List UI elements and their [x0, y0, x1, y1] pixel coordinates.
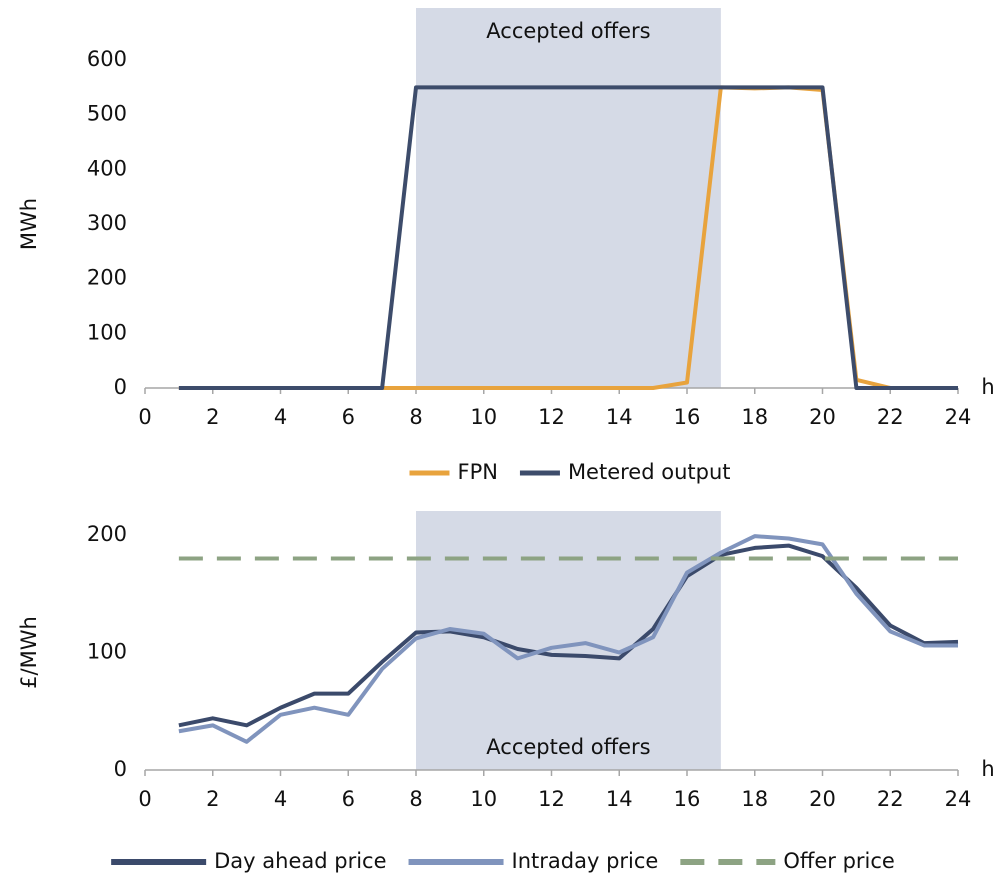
shade-region: [416, 511, 721, 770]
data-line: [178, 543, 959, 728]
x-tick-label: 4: [274, 787, 287, 811]
data-line: [178, 85, 958, 390]
y-axis-label: MWh: [17, 198, 41, 250]
x-axis-label: h: [981, 757, 994, 781]
x-tick-label: 6: [342, 787, 355, 811]
x-tick-label: 10: [470, 787, 497, 811]
legend-label: Metered output: [568, 460, 731, 484]
x-tick-label: 2: [206, 787, 219, 811]
x-tick-label: 16: [674, 405, 701, 429]
shade-region: [416, 8, 721, 388]
x-tick-label: 16: [674, 787, 701, 811]
x-axis-label: h: [981, 375, 994, 399]
x-tick-label: 24: [945, 787, 972, 811]
x-tick-label: 4: [274, 405, 287, 429]
x-tick-label: 20: [809, 787, 836, 811]
y-tick-label: 200: [87, 266, 127, 290]
x-tick-label: 22: [877, 405, 904, 429]
x-tick-label: 14: [606, 787, 633, 811]
y-tick-label: 0: [114, 757, 127, 781]
x-tick-label: 8: [409, 787, 422, 811]
y-tick-label: 400: [87, 156, 127, 180]
x-tick-label: 14: [606, 405, 633, 429]
y-axis-label: £/MWh: [17, 616, 41, 689]
x-tick-label: 6: [342, 405, 355, 429]
legend-label: Offer price: [783, 849, 895, 873]
y-tick-label: 500: [87, 102, 127, 126]
legend-label: FPN: [457, 460, 497, 484]
y-tick-label: 200: [87, 522, 127, 546]
legend-label: Day ahead price: [214, 849, 386, 873]
y-tick-label: 600: [87, 47, 127, 71]
x-tick-label: 12: [538, 405, 565, 429]
shade-label: Accepted offers: [486, 735, 650, 759]
y-tick-label: 100: [87, 640, 127, 664]
x-tick-label: 2: [206, 405, 219, 429]
y-tick-label: 0: [114, 375, 127, 399]
y-tick-label: 100: [87, 320, 127, 344]
x-tick-label: 22: [877, 787, 904, 811]
x-tick-label: 24: [945, 405, 972, 429]
shade-label: Accepted offers: [486, 19, 650, 43]
x-tick-label: 0: [138, 787, 151, 811]
x-tick-label: 18: [741, 787, 768, 811]
x-tick-label: 0: [138, 405, 151, 429]
data-line: [178, 534, 958, 744]
x-tick-label: 8: [409, 405, 422, 429]
y-tick-label: 300: [87, 211, 127, 235]
x-tick-label: 12: [538, 787, 565, 811]
legend-label: Intraday price: [512, 849, 659, 873]
x-tick-label: 10: [470, 405, 497, 429]
x-tick-label: 20: [809, 405, 836, 429]
x-tick-label: 18: [741, 405, 768, 429]
